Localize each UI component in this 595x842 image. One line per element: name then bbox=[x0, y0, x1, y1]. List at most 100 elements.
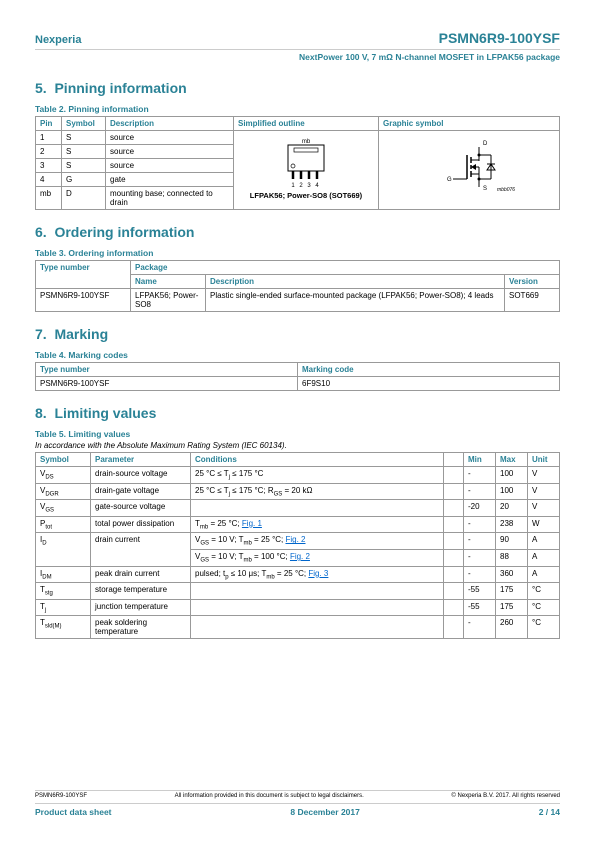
cell: -55 bbox=[464, 583, 496, 600]
cell bbox=[444, 616, 464, 639]
cell: °C bbox=[528, 599, 560, 616]
cell bbox=[444, 549, 464, 566]
th-blank bbox=[444, 453, 464, 467]
th-graphic: Graphic symbol bbox=[379, 117, 560, 131]
cell: VGS = 10 V; Tmb = 100 °C; Fig. 2 bbox=[191, 549, 444, 566]
cell: gate-source voltage bbox=[91, 500, 191, 517]
svg-text:3: 3 bbox=[307, 183, 311, 189]
footer-date: 8 December 2017 bbox=[290, 807, 359, 817]
cell: source bbox=[106, 159, 234, 173]
cell: 360 bbox=[496, 566, 528, 583]
cell: PSMN6R9-100YSF bbox=[36, 377, 298, 391]
table-pinning: Pin Symbol Description Simplified outlin… bbox=[35, 116, 560, 210]
cell: 6F9S10 bbox=[298, 377, 560, 391]
th-outline: Simplified outline bbox=[234, 117, 379, 131]
table-5-title: Table 5. Limiting values bbox=[35, 429, 560, 439]
section-8-heading: 8. Limiting values bbox=[35, 405, 560, 421]
cell: 88 bbox=[496, 549, 528, 566]
table-4-title: Table 4. Marking codes bbox=[35, 350, 560, 360]
cell: A bbox=[528, 549, 560, 566]
svg-text:4: 4 bbox=[315, 183, 319, 189]
cell: D bbox=[62, 187, 106, 210]
cell: 1 bbox=[36, 131, 62, 145]
th-symbol: Symbol bbox=[36, 453, 91, 467]
cell bbox=[191, 599, 444, 616]
section-7-heading: 7. Marking bbox=[35, 326, 560, 342]
th-type: Type number bbox=[36, 363, 298, 377]
svg-text:D: D bbox=[483, 141, 488, 147]
cell: 2 bbox=[36, 145, 62, 159]
th-symbol: Symbol bbox=[62, 117, 106, 131]
cell: V bbox=[528, 500, 560, 517]
table-marking: Type number Marking code PSMN6R9-100YSF … bbox=[35, 362, 560, 391]
th-unit: Unit bbox=[528, 453, 560, 467]
th-desc: Description bbox=[106, 117, 234, 131]
svg-text:G: G bbox=[447, 177, 452, 183]
cell: - bbox=[464, 616, 496, 639]
cell: VGS bbox=[36, 500, 91, 517]
cell: -55 bbox=[464, 599, 496, 616]
cell bbox=[444, 599, 464, 616]
cell: gate bbox=[106, 173, 234, 187]
cell: mounting base; connected to drain bbox=[106, 187, 234, 210]
section-5-heading: 5. Pinning information bbox=[35, 80, 560, 96]
cell: storage temperature bbox=[91, 583, 191, 600]
cell: - bbox=[464, 467, 496, 484]
cell: VDS bbox=[36, 467, 91, 484]
cell bbox=[444, 500, 464, 517]
cell: °C bbox=[528, 616, 560, 639]
footer-doctype: Product data sheet bbox=[35, 807, 112, 817]
cell: IDM bbox=[36, 566, 91, 583]
page-footer: PSMN6R9-100YSF All information provided … bbox=[35, 790, 560, 817]
part-number: PSMN6R9-100YSF bbox=[439, 30, 560, 46]
cell bbox=[444, 566, 464, 583]
cell: Tmb = 25 °C; Fig. 1 bbox=[191, 516, 444, 533]
table-3-title: Table 3. Ordering information bbox=[35, 248, 560, 258]
cell: Tsld(M) bbox=[36, 616, 91, 639]
table-limiting: Symbol Parameter Conditions Min Max Unit… bbox=[35, 452, 560, 639]
th-ver: Version bbox=[505, 275, 560, 289]
cell: 260 bbox=[496, 616, 528, 639]
cell bbox=[444, 533, 464, 550]
graphic-symbol-cell: D G bbox=[379, 131, 560, 210]
cell: 100 bbox=[496, 467, 528, 484]
cell: mb bbox=[36, 187, 62, 210]
cell: 175 bbox=[496, 583, 528, 600]
th-max: Max bbox=[496, 453, 528, 467]
cell: - bbox=[464, 549, 496, 566]
cell: drain-gate voltage bbox=[91, 483, 191, 500]
cell: drain-source voltage bbox=[91, 467, 191, 484]
company-name: Nexperia bbox=[35, 34, 81, 46]
pkg-label: LFPAK56; Power-SO8 (SOT669) bbox=[238, 191, 374, 200]
cell: 100 bbox=[496, 483, 528, 500]
cell: 25 °C ≤ Tj ≤ 175 °C; RGS = 20 kΩ bbox=[191, 483, 444, 500]
th-code: Marking code bbox=[298, 363, 560, 377]
th-name: Name bbox=[131, 275, 206, 289]
cell: - bbox=[464, 516, 496, 533]
cell: LFPAK56; Power-SO8 bbox=[131, 289, 206, 312]
cell: VGS = 10 V; Tmb = 25 °C; Fig. 2 bbox=[191, 533, 444, 550]
table-2-title: Table 2. Pinning information bbox=[35, 104, 560, 114]
cell: 25 °C ≤ Tj ≤ 175 °C bbox=[191, 467, 444, 484]
footer-disclaimer: All information provided in this documen… bbox=[175, 793, 364, 799]
cell bbox=[444, 583, 464, 600]
cell: - bbox=[464, 483, 496, 500]
cell: peak drain current bbox=[91, 566, 191, 583]
cell: S bbox=[62, 131, 106, 145]
cell bbox=[444, 516, 464, 533]
cell: °C bbox=[528, 583, 560, 600]
cell: SOT669 bbox=[505, 289, 560, 312]
cell bbox=[444, 483, 464, 500]
cell bbox=[191, 500, 444, 517]
cell bbox=[191, 616, 444, 639]
cell: Plastic single-ended surface-mounted pac… bbox=[206, 289, 505, 312]
cell bbox=[444, 467, 464, 484]
th-pin: Pin bbox=[36, 117, 62, 131]
cell: A bbox=[528, 566, 560, 583]
cell: drain current bbox=[91, 533, 191, 566]
cell: VDGR bbox=[36, 483, 91, 500]
cell: total power dissipation bbox=[91, 516, 191, 533]
th-type: Type number bbox=[36, 261, 131, 289]
cell: G bbox=[62, 173, 106, 187]
th-pkg: Package bbox=[131, 261, 560, 275]
